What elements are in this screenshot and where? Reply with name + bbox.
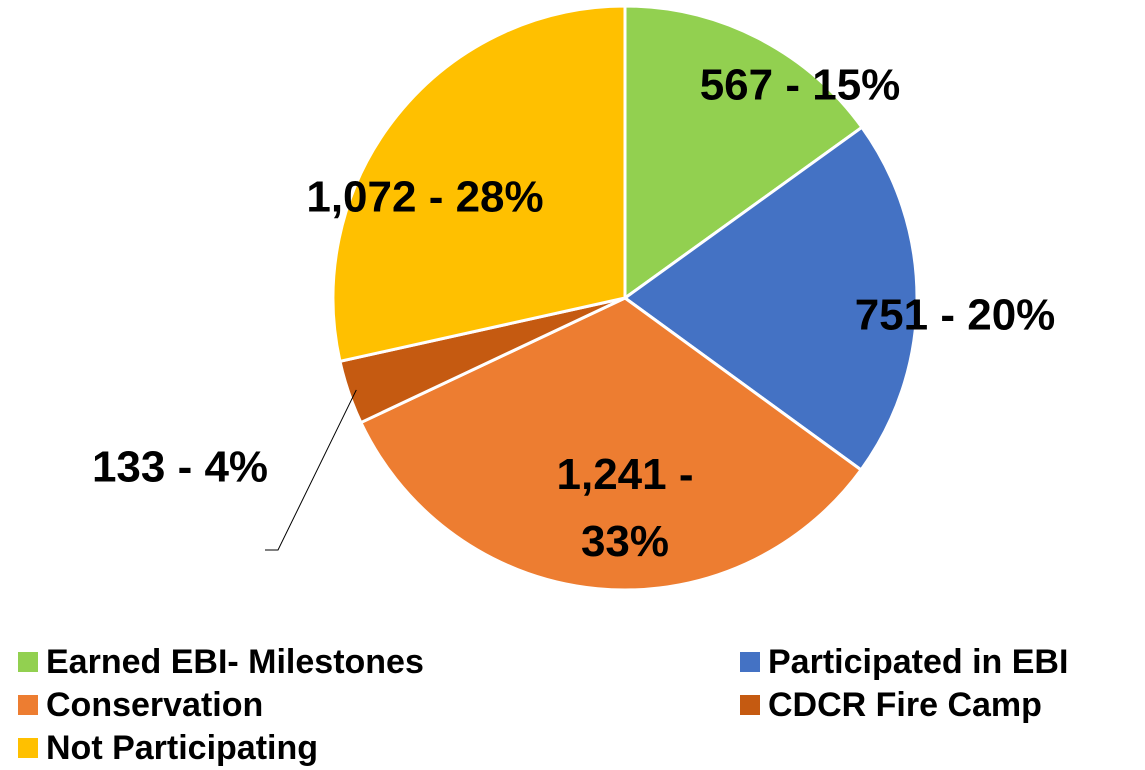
legend-label: Participated in EBI: [768, 643, 1068, 681]
legend-swatch: [740, 652, 760, 672]
legend-swatch: [18, 695, 38, 715]
legend-label: Conservation: [46, 686, 263, 724]
data-label: 1,072 - 28%: [306, 173, 543, 222]
legend-swatch: [740, 695, 760, 715]
data-label: 751 - 20%: [855, 291, 1056, 340]
data-label: 1,241 -33%: [557, 450, 694, 566]
legend-swatch: [18, 652, 38, 672]
leader-line: [265, 389, 357, 551]
legend-label: Not Participating: [46, 729, 318, 767]
data-label: 567 - 15%: [700, 61, 901, 110]
pie-slice: [622, 125, 919, 472]
legend-swatch: [18, 738, 38, 758]
legend-label: Earned EBI- Milestones: [46, 643, 424, 681]
legend-label: CDCR Fire Camp: [768, 686, 1042, 724]
data-label: 133 - 4%: [92, 443, 268, 492]
pie-slice: [358, 296, 864, 592]
pie-slice: [623, 4, 865, 301]
pie-slice: [331, 4, 627, 364]
